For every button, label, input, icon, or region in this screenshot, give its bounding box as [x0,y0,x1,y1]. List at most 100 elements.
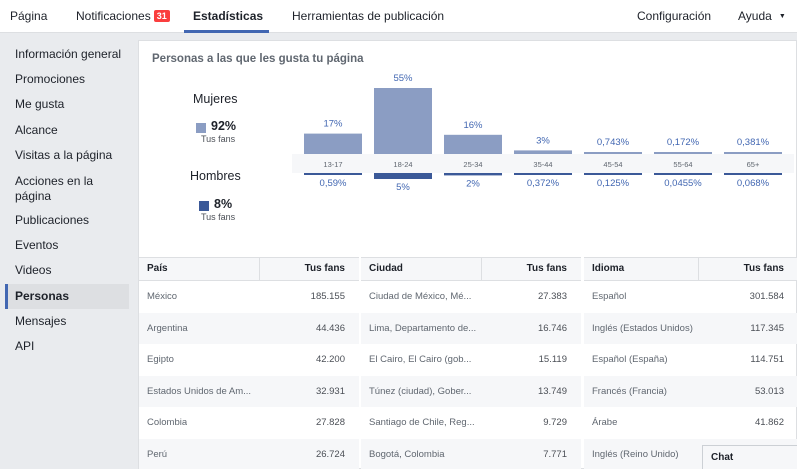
table-row: Estados Unidos de Am... 32.931 [139,375,359,407]
sidebar-item-promotions[interactable]: Promociones [15,72,86,86]
tab-insights[interactable]: Estadísticas [193,9,264,23]
tab-notifications[interactable]: Notificaciones 31 [76,0,170,33]
cell-name: Santiago de Chile, Reg... [369,417,475,428]
table-row: El Cairo, El Cairo (gob... 15.119 [361,344,581,376]
column-header-fans[interactable]: Tus fans [304,263,345,274]
cell-fans: 32.931 [315,385,345,397]
women-bar [724,152,782,154]
cell-fans: 27.828 [315,417,345,428]
men-bar-label: 5% [396,182,410,193]
women-bar [514,150,572,154]
table-row: Egipto 42.200 [139,344,359,376]
sidebar-item-page-actions[interactable]: Acciones en la página [15,174,94,203]
cell-name: Español [592,291,627,302]
table-header: Ciudad Tus fans [361,257,581,281]
table-row: Francés (Francia) 53.013 [584,375,797,407]
table-row: Ciudad de México, Mé... 27.383 [361,281,581,313]
sidebar-item-videos[interactable]: Videos [15,263,52,277]
men-bar-label: 0,0455% [664,178,702,189]
cell-fans: 27.383 [537,291,567,302]
notifications-badge: 31 [153,10,170,22]
cell-fans: 16.746 [537,322,567,334]
table-row: Español (España) 114.751 [584,344,797,376]
table-row: Inglés (Estados Unidos) 117.345 [584,312,797,344]
column-header-name[interactable]: Ciudad [369,263,403,274]
sidebar-item-api[interactable]: API [15,339,35,353]
men-bar [514,173,572,175]
cell-fans: 185.155 [310,291,345,302]
table-row: Español 301.584 [584,281,797,313]
sidebar-item-likes[interactable]: Me gusta [15,97,65,111]
cell-name: Inglés (Reino Unido) [592,448,679,460]
column-header-name[interactable]: Idioma [592,263,625,274]
sidebar-item-people[interactable]: Personas [5,284,129,309]
table-row: México 185.155 [139,281,359,313]
table-row: Bogotá, Colombia 7.771 [361,438,581,469]
men-bar [654,173,712,175]
cell-name: Colombia [147,417,188,428]
men-bar-label: 2% [466,178,480,189]
chat-bar[interactable]: Chat (desactivado) [702,445,797,469]
column-divider [698,258,699,281]
table-row: Argentina 44.436 [139,312,359,344]
men-bar [304,173,362,175]
sidebar-item-events[interactable]: Eventos [15,238,59,252]
cell-name: México [147,291,178,302]
table-row: Árabe 41.862 [584,407,797,439]
women-bar [654,152,712,154]
age-tick-label: 55-64 [673,160,692,169]
language-table: Idioma Tus fans Español 301.584 Inglés (Esta… [584,257,797,469]
table-row: Perú 26.724 [139,438,359,469]
men-color-swatch [199,201,209,211]
tab-page[interactable]: Página [10,9,48,23]
cell-fans: 7.771 [543,448,567,460]
sidebar-item-reach[interactable]: Alcance [15,123,58,137]
tab-publishing-tools[interactable]: Herramientas de publicación [292,9,445,23]
cell-name: Francés (Francia) [592,385,667,397]
settings-link[interactable]: Configuración [637,9,712,23]
cell-name: Lima, Departamento de... [369,322,477,334]
sidebar-item-posts[interactable]: Publicaciones [15,213,90,227]
cell-name: El Cairo, El Cairo (gob... [369,354,472,365]
women-bar-label: 0,381% [737,137,770,148]
age-tick-label: 25-34 [463,160,482,169]
cell-fans: 26.724 [315,448,345,460]
sidebar-item-overview[interactable]: Información general [15,47,122,61]
sidebar-item-page-views[interactable]: Visitas a la página [15,148,113,162]
women-bar-label: 0,172% [667,137,700,148]
column-header-name[interactable]: País [147,263,168,274]
men-bar-label: 0,372% [527,178,560,189]
men-subtitle: Tus fans [201,212,236,222]
age-tick-label: 35-44 [533,160,552,169]
table-row: Lima, Departamento de... 16.746 [361,312,581,344]
cell-fans: 44.436 [315,322,345,334]
cell-fans: 13.749 [537,385,567,397]
sidebar-item-messages[interactable]: Mensajes [15,314,67,328]
cell-fans: 9.729 [543,417,567,428]
section-title: Personas a las que les gusta tu página [152,53,364,65]
help-menu[interactable]: Ayuda ▼ [738,0,786,33]
cell-name: Español (España) [592,354,668,365]
column-header-fans[interactable]: Tus fans [743,263,784,274]
cell-name: Ciudad de México, Mé... [369,291,472,302]
women-subtitle: Tus fans [201,134,236,144]
sidebar: Información general Promociones Me gusta… [0,33,138,469]
men-bar [374,173,432,179]
women-bar [374,88,432,154]
cell-name: Perú [147,448,168,460]
age-gender-chart: 17% 13-17 0,59% 55% 18-24 5% 16% 25-34 2% 3% 35-44… [292,73,794,193]
active-tab-indicator [184,30,269,33]
table-header: Idioma Tus fans [584,257,797,281]
city-table: Ciudad Tus fans Ciudad de México, Mé... 27.… [361,257,581,469]
age-tick-label: 13-17 [323,160,342,169]
women-bar [444,134,502,154]
country-table: País Tus fans México 185.155 Argentina 44.436… [139,257,359,469]
insights-panel: Personas a las que les gusta tu página M… [138,40,797,469]
women-bar-label: 0,743% [597,137,630,148]
table-row: Túnez (ciudad), Gober... 13.749 [361,375,581,407]
cell-name: Estados Unidos de Am... [147,385,252,397]
cell-name: Egipto [147,354,174,365]
age-tick-label: 18-24 [393,160,412,169]
column-header-fans[interactable]: Tus fans [526,263,567,274]
cell-name: Árabe [592,417,618,428]
